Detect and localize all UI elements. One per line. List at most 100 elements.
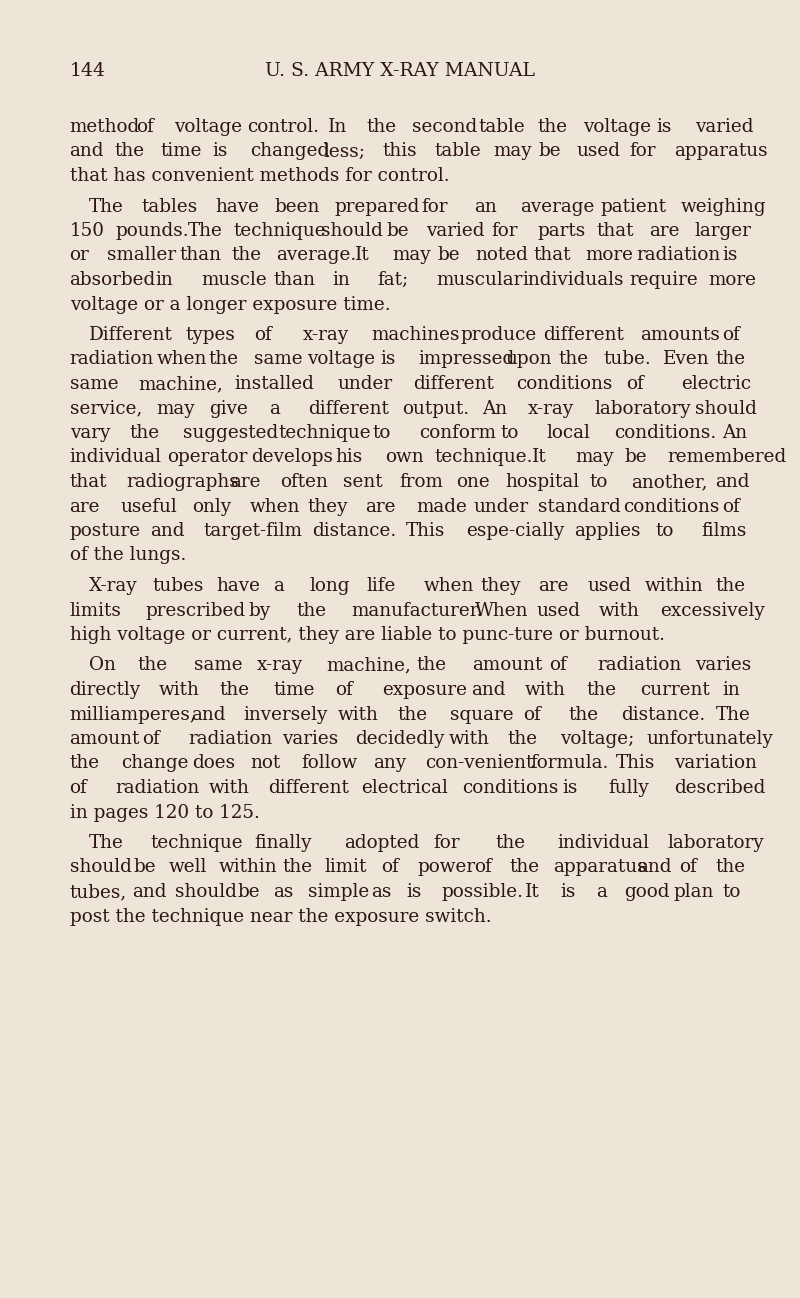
Text: method: method bbox=[70, 118, 140, 136]
Text: plan: plan bbox=[674, 883, 714, 901]
Text: produce: produce bbox=[461, 326, 537, 344]
Text: are: are bbox=[230, 472, 261, 491]
Text: manufacturer.: manufacturer. bbox=[351, 601, 482, 619]
Text: than: than bbox=[179, 247, 222, 265]
Text: standard: standard bbox=[538, 497, 621, 515]
Text: An: An bbox=[482, 400, 507, 418]
Text: may: may bbox=[494, 143, 532, 161]
Text: types: types bbox=[185, 326, 235, 344]
Text: apparatus: apparatus bbox=[674, 143, 768, 161]
Text: prescribed: prescribed bbox=[145, 601, 246, 619]
Text: is: is bbox=[562, 779, 578, 797]
Text: tables: tables bbox=[142, 197, 198, 215]
Text: should: should bbox=[70, 858, 131, 876]
Text: may: may bbox=[393, 247, 431, 265]
Text: It: It bbox=[532, 449, 547, 466]
Text: be: be bbox=[437, 247, 460, 265]
Text: technique: technique bbox=[151, 835, 243, 851]
Text: and: and bbox=[132, 883, 167, 901]
Text: of: of bbox=[254, 326, 272, 344]
Text: tube.: tube. bbox=[604, 350, 651, 369]
Text: amount: amount bbox=[70, 729, 140, 748]
Text: of: of bbox=[142, 729, 160, 748]
Text: voltage or a longer exposure time.: voltage or a longer exposure time. bbox=[70, 296, 390, 314]
Text: U. S. ARMY X-RAY MANUAL: U. S. ARMY X-RAY MANUAL bbox=[265, 62, 535, 80]
Text: fat;: fat; bbox=[378, 271, 409, 289]
Text: when: when bbox=[250, 497, 300, 515]
Text: been: been bbox=[275, 197, 320, 215]
Text: give: give bbox=[210, 400, 248, 418]
Text: The: The bbox=[715, 706, 750, 723]
Text: high voltage or current, they are liable to punc-ture or burnout.: high voltage or current, they are liable… bbox=[70, 626, 665, 644]
Text: any: any bbox=[374, 754, 406, 772]
Text: long: long bbox=[310, 578, 350, 594]
Text: that: that bbox=[597, 222, 634, 240]
Text: espe-cially: espe-cially bbox=[466, 522, 565, 540]
Text: of: of bbox=[549, 657, 566, 675]
Text: electric: electric bbox=[681, 375, 751, 393]
Text: suggested: suggested bbox=[183, 424, 278, 443]
Text: parts: parts bbox=[538, 222, 586, 240]
Text: to: to bbox=[500, 424, 518, 443]
Text: simple: simple bbox=[308, 883, 370, 901]
Text: formula.: formula. bbox=[530, 754, 609, 772]
Text: they: they bbox=[481, 578, 521, 594]
Text: the: the bbox=[115, 143, 145, 161]
Text: the: the bbox=[508, 729, 538, 748]
Text: radiation: radiation bbox=[70, 350, 154, 369]
Text: should: should bbox=[321, 222, 382, 240]
Text: within: within bbox=[645, 578, 703, 594]
Text: larger: larger bbox=[695, 222, 752, 240]
Text: be: be bbox=[133, 858, 156, 876]
Text: may: may bbox=[575, 449, 614, 466]
Text: for: for bbox=[433, 835, 460, 851]
Text: described: described bbox=[674, 779, 766, 797]
Text: be: be bbox=[538, 143, 561, 161]
Text: in: in bbox=[332, 271, 350, 289]
Text: prepared: prepared bbox=[334, 197, 420, 215]
Text: This: This bbox=[616, 754, 655, 772]
Text: that: that bbox=[70, 472, 107, 491]
Text: the: the bbox=[538, 118, 567, 136]
Text: should: should bbox=[695, 400, 757, 418]
Text: may: may bbox=[157, 400, 195, 418]
Text: of: of bbox=[626, 375, 644, 393]
Text: limits: limits bbox=[70, 601, 122, 619]
Text: of: of bbox=[334, 681, 353, 700]
Text: varied: varied bbox=[426, 222, 484, 240]
Text: life: life bbox=[366, 578, 396, 594]
Text: absorbed: absorbed bbox=[70, 271, 156, 289]
Text: unfortunately: unfortunately bbox=[646, 729, 774, 748]
Text: in: in bbox=[156, 271, 174, 289]
Text: within: within bbox=[218, 858, 278, 876]
Text: smaller: smaller bbox=[107, 247, 177, 265]
Text: the: the bbox=[510, 858, 540, 876]
Text: voltage: voltage bbox=[307, 350, 375, 369]
Text: require: require bbox=[629, 271, 698, 289]
Text: power: power bbox=[418, 858, 475, 876]
Text: changed: changed bbox=[250, 143, 330, 161]
Text: Even: Even bbox=[663, 350, 710, 369]
Text: with: with bbox=[158, 681, 199, 700]
Text: used: used bbox=[537, 601, 581, 619]
Text: and: and bbox=[70, 143, 104, 161]
Text: with: with bbox=[598, 601, 639, 619]
Text: 150: 150 bbox=[70, 222, 105, 240]
Text: to: to bbox=[589, 472, 607, 491]
Text: muscle: muscle bbox=[201, 271, 266, 289]
Text: The: The bbox=[89, 197, 124, 215]
Text: muscular: muscular bbox=[436, 271, 522, 289]
Text: laboratory: laboratory bbox=[594, 400, 690, 418]
Text: second: second bbox=[412, 118, 477, 136]
Text: under: under bbox=[474, 497, 529, 515]
Text: of: of bbox=[70, 779, 87, 797]
Text: an: an bbox=[474, 197, 498, 215]
Text: with: with bbox=[209, 779, 250, 797]
Text: the: the bbox=[715, 858, 746, 876]
Text: radiation: radiation bbox=[188, 729, 273, 748]
Text: the: the bbox=[130, 424, 160, 443]
Text: In: In bbox=[327, 118, 346, 136]
Text: radiographs: radiographs bbox=[126, 472, 238, 491]
Text: This: This bbox=[406, 522, 446, 540]
Text: the: the bbox=[569, 706, 599, 723]
